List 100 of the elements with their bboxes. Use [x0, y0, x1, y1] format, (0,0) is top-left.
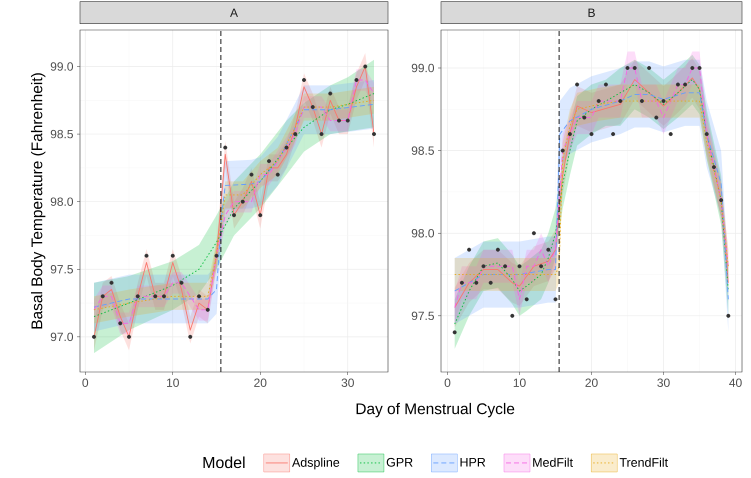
point — [575, 82, 580, 87]
point — [284, 146, 289, 150]
point — [144, 254, 148, 258]
point — [240, 200, 245, 204]
point — [337, 118, 342, 123]
y-tick-label: 97.5 — [50, 265, 73, 274]
y-tick-label: 98.0 — [50, 197, 74, 206]
x-tick-label: 20 — [254, 378, 266, 387]
point — [626, 66, 630, 70]
point — [704, 132, 709, 136]
point — [568, 132, 572, 136]
y-tick-label: 97.0 — [50, 332, 74, 342]
point — [668, 132, 673, 136]
point — [712, 165, 716, 170]
legend-label: MedFilt — [533, 458, 573, 467]
point — [363, 64, 368, 68]
point — [232, 213, 236, 218]
point — [206, 308, 210, 312]
point — [276, 172, 280, 177]
point — [320, 132, 324, 136]
point — [496, 248, 500, 252]
point — [267, 159, 272, 164]
y-tick-label: 99.0 — [412, 64, 434, 72]
line-series — [454, 100, 729, 275]
point — [328, 92, 332, 96]
point — [654, 116, 658, 120]
point — [546, 248, 550, 252]
point — [676, 82, 680, 87]
legend-label: TrendFilt — [620, 458, 668, 467]
x-tick-label: 30 — [657, 378, 670, 387]
point — [302, 78, 306, 82]
point — [698, 66, 702, 70]
point — [726, 314, 730, 318]
point — [683, 82, 688, 87]
x-tick-label: 0 — [444, 378, 450, 387]
point — [539, 264, 544, 268]
point — [662, 99, 666, 104]
point — [467, 248, 472, 252]
point — [92, 334, 96, 339]
point — [596, 99, 601, 104]
point — [197, 294, 201, 298]
point — [118, 321, 122, 326]
point — [611, 132, 616, 136]
point — [136, 294, 140, 298]
chart-title: A — [230, 8, 238, 17]
point — [250, 172, 254, 177]
legend-label: HPR — [460, 458, 486, 467]
y-axis-title: Basal Body Temperature (Fahrenheit) — [30, 73, 46, 328]
point — [354, 78, 359, 82]
point — [560, 148, 565, 153]
point — [503, 264, 508, 268]
x-tick-label: 0 — [82, 378, 88, 387]
point — [346, 118, 350, 123]
point — [293, 132, 298, 136]
legend-label: GPR — [386, 458, 413, 467]
point — [153, 294, 158, 298]
legend-title: Model — [204, 456, 245, 468]
point — [188, 334, 192, 339]
point — [127, 334, 131, 339]
point — [640, 99, 644, 104]
point — [632, 66, 637, 70]
y-tick-label: 98.0 — [412, 228, 434, 238]
legend-label: Adspline — [292, 458, 340, 470]
point — [510, 314, 514, 318]
point — [100, 294, 105, 298]
point — [481, 264, 486, 268]
point — [524, 297, 529, 302]
point — [517, 264, 522, 268]
point — [590, 132, 594, 136]
point — [647, 66, 652, 70]
x-tick-label: 10 — [167, 378, 179, 387]
point — [310, 105, 315, 110]
point — [258, 213, 262, 218]
point — [554, 297, 558, 302]
point — [618, 99, 622, 104]
point — [719, 198, 724, 202]
point — [372, 132, 376, 136]
point — [170, 254, 175, 258]
y-tick-label: 99.0 — [50, 62, 74, 71]
x-axis-title: Day of Menstrual Cycle — [356, 402, 514, 418]
point — [460, 280, 464, 285]
point — [604, 82, 608, 87]
point — [452, 330, 457, 334]
x-tick-label: 20 — [585, 378, 598, 387]
point — [162, 294, 166, 298]
x-tick-label: 10 — [514, 378, 526, 387]
x-tick-label: 30 — [342, 378, 354, 387]
point — [690, 66, 694, 70]
x-tick-label: 40 — [729, 378, 742, 387]
chart-title: B — [588, 8, 595, 17]
point — [223, 146, 228, 150]
y-tick-label: 98.5 — [412, 146, 434, 155]
point — [532, 231, 536, 236]
y-tick-label: 97.5 — [412, 312, 434, 320]
point — [488, 280, 493, 285]
point — [110, 280, 114, 285]
point — [214, 254, 218, 258]
point — [474, 280, 478, 285]
point — [582, 116, 586, 120]
point — [180, 280, 184, 285]
